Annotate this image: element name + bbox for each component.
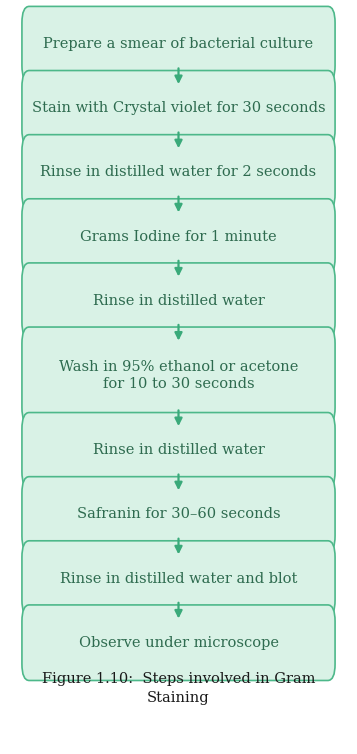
Text: Stain with Crystal violet for 30 seconds: Stain with Crystal violet for 30 seconds	[32, 101, 325, 115]
FancyBboxPatch shape	[22, 327, 335, 424]
Text: Wash in 95% ethanol or acetone
for 10 to 30 seconds: Wash in 95% ethanol or acetone for 10 to…	[59, 360, 298, 391]
FancyBboxPatch shape	[22, 71, 335, 146]
FancyBboxPatch shape	[22, 199, 335, 274]
Text: Rinse in distilled water: Rinse in distilled water	[92, 443, 265, 458]
FancyBboxPatch shape	[22, 135, 335, 210]
FancyBboxPatch shape	[22, 541, 335, 616]
FancyBboxPatch shape	[22, 605, 335, 681]
FancyBboxPatch shape	[22, 6, 335, 82]
Text: Figure 1.10:  Steps involved in Gram
Staining: Figure 1.10: Steps involved in Gram Stai…	[42, 672, 315, 705]
FancyBboxPatch shape	[22, 263, 335, 339]
Text: Rinse in distilled water for 2 seconds: Rinse in distilled water for 2 seconds	[40, 165, 317, 179]
Text: Grams Iodine for 1 minute: Grams Iodine for 1 minute	[80, 229, 277, 244]
Text: Rinse in distilled water and blot: Rinse in distilled water and blot	[60, 572, 297, 586]
Text: Observe under microscope: Observe under microscope	[79, 636, 278, 650]
FancyBboxPatch shape	[22, 412, 335, 488]
FancyBboxPatch shape	[22, 477, 335, 552]
Text: Rinse in distilled water: Rinse in distilled water	[92, 294, 265, 308]
Text: Safranin for 30–60 seconds: Safranin for 30–60 seconds	[77, 507, 280, 522]
Text: Prepare a smear of bacterial culture: Prepare a smear of bacterial culture	[44, 37, 313, 51]
